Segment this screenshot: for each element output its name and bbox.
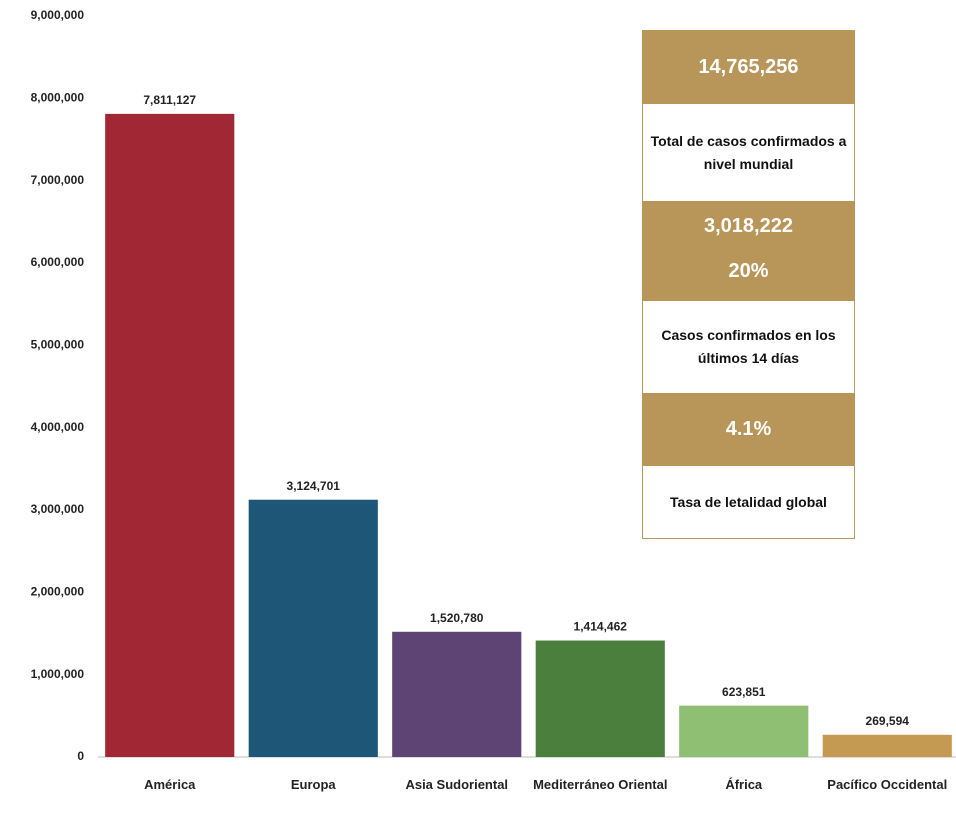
total-label: Total de casos confirmados a nivel mundi… <box>643 104 854 201</box>
y-tick-label: 4,000,000 <box>31 420 85 434</box>
x-tick-label: Pacífico Occidental <box>827 777 948 792</box>
value-label: 7,811,127 <box>143 93 196 107</box>
total-value: 14,765,256 <box>643 31 854 104</box>
value-label: 1,414,462 <box>574 620 628 634</box>
y-tick-label: 8,000,000 <box>31 91 85 105</box>
y-tick-label: 9,000,000 <box>31 8 85 22</box>
y-tick-label: 7,000,000 <box>31 173 85 187</box>
x-tick-label: Europa <box>290 777 336 792</box>
x-tick-label: Asia Sudoriental <box>405 777 509 792</box>
value-label: 3,124,701 <box>287 479 341 493</box>
y-tick-label: 3,000,000 <box>31 502 85 516</box>
y-tick-label: 0 <box>77 749 84 763</box>
x-tick-label: África <box>725 777 763 792</box>
lethality-label: Tasa de letalidad global <box>643 466 854 538</box>
value-label: 623,851 <box>722 685 766 699</box>
y-tick-label: 1,000,000 <box>31 667 85 681</box>
y-tick-label: 6,000,000 <box>31 255 85 269</box>
bar <box>392 631 522 757</box>
y-tick-label: 5,000,000 <box>31 338 85 352</box>
bar <box>679 705 809 757</box>
bar <box>105 113 235 757</box>
recent-box: 3,018,222 20% <box>643 201 854 301</box>
bar <box>535 640 665 757</box>
value-label: 1,520,780 <box>430 611 484 625</box>
summary-panel: 14,765,256 Total de casos confirmados a … <box>642 30 855 539</box>
x-tick-label: Mediterráneo Oriental <box>533 777 668 792</box>
recent-pct: 20% <box>728 260 769 282</box>
x-tick-label: América <box>144 777 196 792</box>
bar <box>822 734 952 757</box>
recent-value: 3,018,222 <box>704 215 793 237</box>
bar <box>248 499 378 757</box>
lethality-value: 4.1% <box>643 393 854 466</box>
value-label: 269,594 <box>866 714 910 728</box>
y-tick-label: 2,000,000 <box>31 585 85 599</box>
recent-label: Casos confirmados en los últimos 14 días <box>643 301 854 393</box>
